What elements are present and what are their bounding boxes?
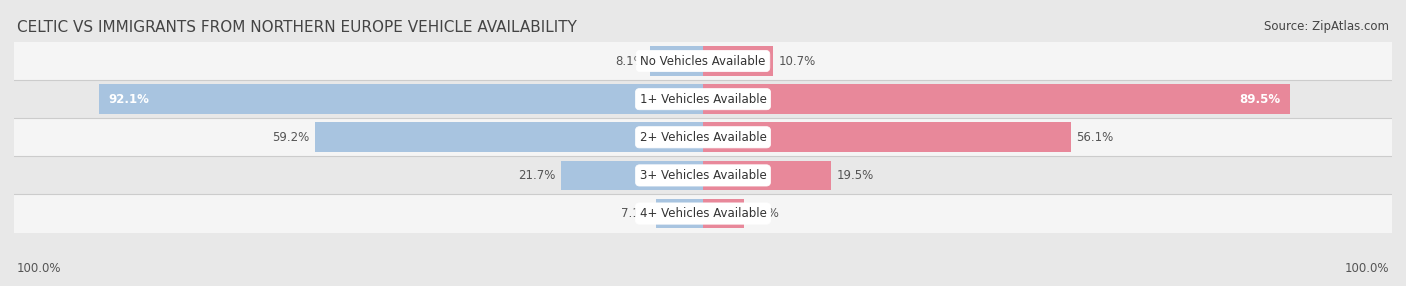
Text: 1+ Vehicles Available: 1+ Vehicles Available bbox=[640, 93, 766, 106]
Bar bbox=[14, 194, 1392, 233]
Text: 89.5%: 89.5% bbox=[1239, 93, 1281, 106]
Bar bbox=[14, 156, 1392, 194]
Bar bbox=[650, 46, 703, 76]
Bar bbox=[98, 84, 703, 114]
Text: 92.1%: 92.1% bbox=[108, 93, 149, 106]
Text: 6.2%: 6.2% bbox=[749, 207, 779, 220]
Text: 100.0%: 100.0% bbox=[1344, 262, 1389, 275]
Text: CELTIC VS IMMIGRANTS FROM NORTHERN EUROPE VEHICLE AVAILABILITY: CELTIC VS IMMIGRANTS FROM NORTHERN EUROP… bbox=[17, 20, 576, 35]
Bar bbox=[703, 160, 831, 190]
Text: 56.1%: 56.1% bbox=[1077, 131, 1114, 144]
Text: 10.7%: 10.7% bbox=[779, 55, 815, 67]
Bar bbox=[315, 122, 703, 152]
Text: 59.2%: 59.2% bbox=[273, 131, 309, 144]
Text: 100.0%: 100.0% bbox=[17, 262, 62, 275]
Text: Source: ZipAtlas.com: Source: ZipAtlas.com bbox=[1264, 20, 1389, 33]
Text: 8.1%: 8.1% bbox=[614, 55, 644, 67]
Bar bbox=[703, 199, 744, 229]
Bar bbox=[561, 160, 703, 190]
Bar bbox=[14, 118, 1392, 156]
Bar bbox=[14, 42, 1392, 80]
Bar bbox=[703, 46, 773, 76]
Text: 4+ Vehicles Available: 4+ Vehicles Available bbox=[640, 207, 766, 220]
Bar bbox=[14, 80, 1392, 118]
Bar bbox=[703, 122, 1071, 152]
Text: 21.7%: 21.7% bbox=[517, 169, 555, 182]
Text: 2+ Vehicles Available: 2+ Vehicles Available bbox=[640, 131, 766, 144]
Bar bbox=[703, 84, 1291, 114]
Text: 3+ Vehicles Available: 3+ Vehicles Available bbox=[640, 169, 766, 182]
Text: 19.5%: 19.5% bbox=[837, 169, 873, 182]
Text: No Vehicles Available: No Vehicles Available bbox=[640, 55, 766, 67]
Text: 7.1%: 7.1% bbox=[621, 207, 651, 220]
Bar bbox=[657, 199, 703, 229]
